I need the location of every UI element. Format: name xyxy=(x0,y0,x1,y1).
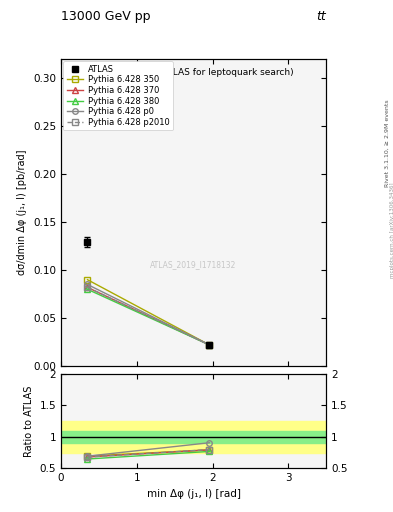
Text: mcplots.cern.ch [arXiv:1306.3436]: mcplots.cern.ch [arXiv:1306.3436] xyxy=(390,183,393,278)
Bar xyxy=(61,431,326,443)
Text: Rivet 3.1.10, ≥ 2.9M events: Rivet 3.1.10, ≥ 2.9M events xyxy=(385,99,389,187)
Text: tt: tt xyxy=(316,10,326,23)
X-axis label: min Δφ (j₁, l) [rad]: min Δφ (j₁, l) [rad] xyxy=(147,489,241,499)
Text: ATLAS_2019_I1718132: ATLAS_2019_I1718132 xyxy=(151,260,237,269)
Bar xyxy=(61,421,326,453)
Text: 13000 GeV pp: 13000 GeV pp xyxy=(61,10,151,23)
Y-axis label: dσ/dmin Δφ (j₁, l) [pb/rad]: dσ/dmin Δφ (j₁, l) [pb/rad] xyxy=(17,150,28,275)
Legend: ATLAS, Pythia 6.428 350, Pythia 6.428 370, Pythia 6.428 380, Pythia 6.428 p0, Py: ATLAS, Pythia 6.428 350, Pythia 6.428 37… xyxy=(63,61,173,131)
Text: Δφ(lepton,jet) (ATLAS for leptoquark search): Δφ(lepton,jet) (ATLAS for leptoquark sea… xyxy=(93,68,294,77)
Y-axis label: Ratio to ATLAS: Ratio to ATLAS xyxy=(24,386,34,457)
